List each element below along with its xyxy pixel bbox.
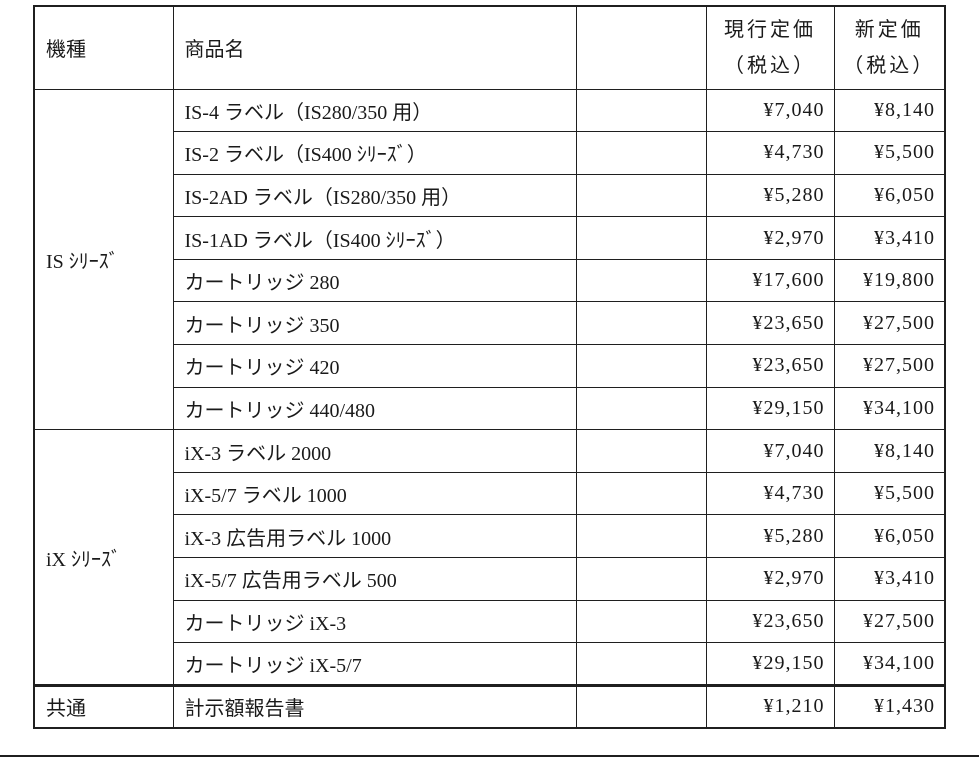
current-price: ¥2,970 — [705, 216, 835, 260]
header-new-price: 新定価 （税込） — [833, 5, 946, 90]
new-price: ¥8,140 — [833, 429, 946, 473]
current-price: ¥7,040 — [705, 429, 835, 473]
current-price: ¥23,650 — [705, 344, 835, 388]
empty-cell — [575, 301, 707, 346]
product-name: カートリッジ 440/480 — [172, 386, 577, 431]
product-name: iX-3 ラベル 2000 — [172, 429, 577, 473]
table-header-row: 機種 商品名 現行定価 （税込） 新定価 （税込） — [33, 5, 946, 90]
table-row: カートリッジ iX-5/7 ¥29,150 ¥34,100 — [34, 642, 946, 686]
product-name: IS-2 ラベル（IS400 ｼﾘｰｽﾞ） — [172, 131, 577, 175]
current-price: ¥5,280 — [705, 514, 835, 559]
header-spacer — [575, 5, 707, 90]
model-group-label-ix: iX ｼﾘｰｽﾞ — [33, 429, 174, 686]
table-row: iX-3 広告用ラベル 1000 ¥5,280 ¥6,050 — [34, 514, 946, 559]
product-name: カートリッジ 280 — [172, 258, 577, 303]
product-name: iX-3 広告用ラベル 1000 — [172, 514, 577, 559]
table-row: カートリッジ iX-3 ¥23,650 ¥27,500 — [34, 599, 946, 644]
table-row: IS-1AD ラベル（IS400 ｼﾘｰｽﾞ） ¥2,970 ¥3,410 — [34, 216, 946, 260]
new-price: ¥6,050 — [833, 173, 946, 218]
table-row: IS ｼﾘｰｽﾞ IS-4 ラベル（IS280/350 用） ¥7,040 ¥8… — [33, 88, 946, 431]
new-price: ¥27,500 — [833, 344, 946, 388]
header-product: 商品名 — [172, 5, 577, 90]
model-group-label-common: 共通 — [33, 683, 174, 729]
current-price: ¥23,650 — [705, 301, 835, 346]
new-price: ¥5,500 — [833, 471, 946, 516]
header-new-price-line1: 新定価 — [854, 18, 924, 41]
page-bottom-rule — [0, 755, 979, 757]
empty-cell — [575, 471, 707, 516]
current-price: ¥29,150 — [705, 386, 835, 431]
empty-cell — [575, 131, 707, 175]
current-price: ¥29,150 — [705, 642, 835, 686]
empty-cell — [575, 216, 707, 260]
table-row: カートリッジ 350 ¥23,650 ¥27,500 — [34, 301, 946, 346]
empty-cell — [575, 683, 707, 729]
empty-cell — [575, 429, 707, 473]
new-price: ¥34,100 — [833, 386, 946, 431]
new-price: ¥5,500 — [833, 131, 946, 175]
header-current-price-line1: 現行定価 — [724, 18, 816, 41]
empty-cell — [575, 557, 707, 601]
model-group-label-is: IS ｼﾘｰｽﾞ — [33, 88, 174, 431]
new-price: ¥19,800 — [833, 258, 946, 303]
price-table: 機種 商品名 現行定価 （税込） 新定価 （税込） IS ｼﾘｰｽﾞ IS-4 … — [33, 5, 946, 729]
product-name: 計示額報告書 — [172, 683, 577, 729]
product-name: カートリッジ iX-5/7 — [172, 642, 577, 686]
current-price: ¥7,040 — [705, 88, 835, 133]
header-current-price-line2: （税込） — [724, 54, 816, 77]
empty-cell — [575, 173, 707, 218]
new-price: ¥8,140 — [833, 88, 946, 133]
empty-cell — [575, 642, 707, 686]
product-name: カートリッジ 350 — [172, 301, 577, 346]
header-model: 機種 — [33, 5, 174, 90]
table-row: IS-2 ラベル（IS400 ｼﾘｰｽﾞ） ¥4,730 ¥5,500 — [34, 131, 946, 175]
current-price: ¥2,970 — [705, 557, 835, 601]
current-price: ¥4,730 — [705, 471, 835, 516]
header-new-price-line2: （税込） — [843, 54, 936, 77]
table-row: カートリッジ 440/480 ¥29,150 ¥34,100 — [34, 386, 946, 431]
table-row: iX ｼﾘｰｽﾞ iX-3 ラベル 2000 ¥7,040 ¥8,140 — [33, 429, 946, 686]
new-price: ¥27,500 — [833, 599, 946, 644]
current-price: ¥23,650 — [705, 599, 835, 644]
new-price: ¥3,410 — [833, 216, 946, 260]
empty-cell — [575, 599, 707, 644]
current-price: ¥1,210 — [705, 683, 835, 729]
empty-cell — [575, 514, 707, 559]
new-price: ¥3,410 — [833, 557, 946, 601]
table-row: iX-5/7 広告用ラベル 500 ¥2,970 ¥3,410 — [34, 557, 946, 601]
current-price: ¥5,280 — [705, 173, 835, 218]
empty-cell — [575, 258, 707, 303]
product-name: IS-1AD ラベル（IS400 ｼﾘｰｽﾞ） — [172, 216, 577, 260]
table-row: IS-2AD ラベル（IS280/350 用） ¥5,280 ¥6,050 — [34, 173, 946, 218]
header-current-price: 現行定価 （税込） — [705, 5, 835, 90]
product-name: IS-4 ラベル（IS280/350 用） — [172, 88, 577, 133]
empty-cell — [575, 386, 707, 431]
product-name: iX-5/7 ラベル 1000 — [172, 471, 577, 516]
current-price: ¥17,600 — [705, 258, 835, 303]
new-price: ¥34,100 — [833, 642, 946, 686]
product-name: カートリッジ 420 — [172, 344, 577, 388]
table-row: カートリッジ 420 ¥23,650 ¥27,500 — [34, 344, 946, 388]
product-name: IS-2AD ラベル（IS280/350 用） — [172, 173, 577, 218]
new-price: ¥27,500 — [833, 301, 946, 346]
table-row: 共通 計示額報告書 ¥1,210 ¥1,430 — [33, 683, 946, 729]
empty-cell — [575, 88, 707, 133]
new-price: ¥1,430 — [833, 683, 946, 729]
product-name: カートリッジ iX-3 — [172, 599, 577, 644]
product-name: iX-5/7 広告用ラベル 500 — [172, 557, 577, 601]
new-price: ¥6,050 — [833, 514, 946, 559]
current-price: ¥4,730 — [705, 131, 835, 175]
empty-cell — [575, 344, 707, 388]
